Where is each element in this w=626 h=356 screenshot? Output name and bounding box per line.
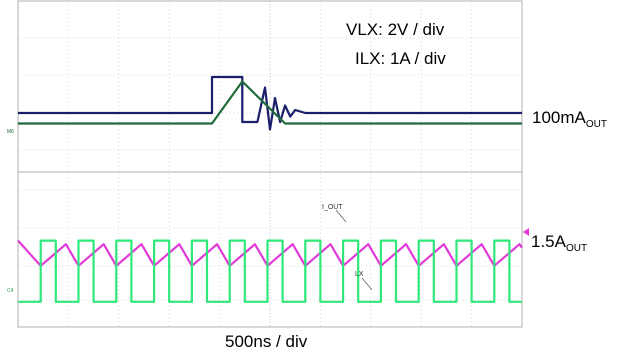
level-marker-icon [523, 228, 529, 236]
channel-marker-top: M6 [7, 129, 14, 135]
steady-load-label: 1.5AOUT [531, 232, 587, 254]
trace-bottom-i-out [17, 239, 523, 267]
steady-load-main-text: 1.5A [531, 232, 566, 251]
trace-top-vlx [18, 75, 522, 131]
load-step-subscript: OUT [585, 119, 607, 130]
channel-marker-bottom: C4 [7, 288, 14, 294]
iout-trace-tag: I_OUT [322, 204, 343, 211]
load-step-main-text: 100mA [532, 108, 586, 127]
trace-bottom-lx [18, 239, 522, 303]
lx-tag-leader [361, 277, 373, 291]
grid [18, 1, 522, 327]
lx-trace-tag: LX [355, 271, 364, 278]
ilx-scale-label: ILX: 1A / div [355, 49, 446, 68]
time-scale-label: 500ns / div [225, 332, 308, 351]
trace-top-ilx [18, 80, 522, 125]
steady-load-subscript: OUT [565, 243, 588, 254]
trace-tags: I_OUT LX M6 C4 [7, 129, 529, 294]
traces [17, 75, 523, 303]
iout-tag-leader [335, 209, 347, 223]
load-step-label: 100mAOUT [532, 108, 607, 130]
vlx-scale-label: VLX: 2V / div [346, 20, 445, 39]
